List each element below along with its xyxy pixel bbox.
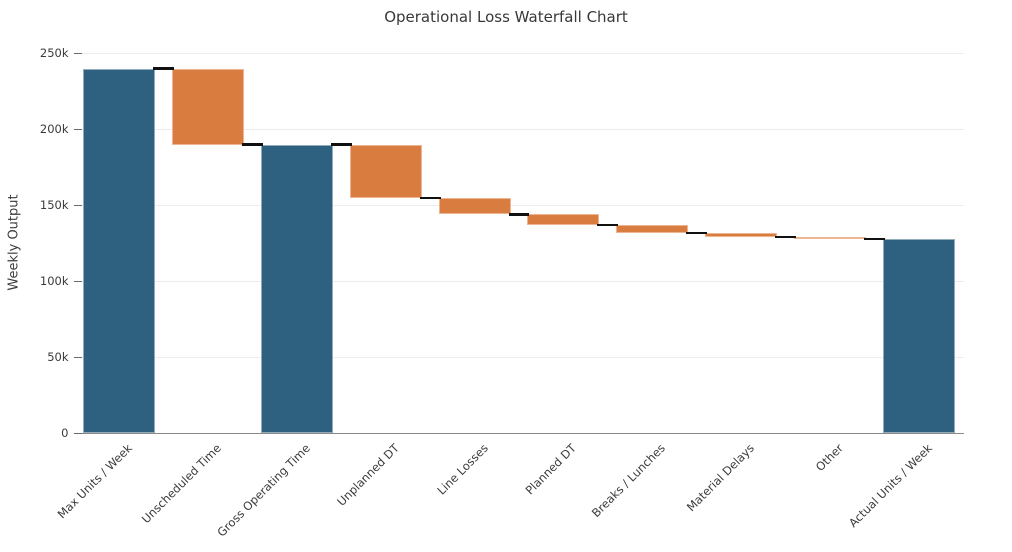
x-tick-label-max-units-week: Max Units / Week: [54, 441, 135, 522]
bar-other[interactable]: [794, 237, 867, 240]
connector-material-delays-to-other: [775, 236, 797, 239]
y-tick-mark-250k: [74, 52, 82, 55]
bar-unplanned-dt[interactable]: [349, 144, 422, 198]
y-axis-title: Weekly Output: [6, 194, 22, 291]
x-axis-line: [74, 432, 964, 434]
bar-unscheduled-time[interactable]: [171, 68, 244, 145]
connector-max-units-week-to-unscheduled-time: [152, 67, 174, 70]
chart-title: Operational Loss Waterfall Chart: [384, 8, 628, 26]
y-tick-label-0: 0: [61, 426, 69, 441]
gridline-50k: [74, 357, 964, 359]
bar-gross-operating-time[interactable]: [260, 144, 333, 434]
y-tick-label-100k: 100k: [39, 274, 69, 289]
y-tick-mark-150k: [74, 204, 82, 207]
gridline-250k: [74, 53, 964, 55]
y-tick-mark-50k: [74, 356, 82, 359]
connector-line-losses-to-planned-dt: [508, 213, 530, 216]
connector-breaks-lunches-to-material-delays: [686, 231, 708, 234]
connector-gross-operating-time-to-unplanned-dt: [330, 143, 352, 146]
bar-max-units-week[interactable]: [82, 68, 155, 434]
connector-unscheduled-time-to-gross-operating-time: [241, 143, 263, 146]
bar-actual-units-week[interactable]: [883, 238, 956, 434]
bar-line-losses[interactable]: [438, 197, 511, 215]
bar-material-delays[interactable]: [705, 232, 778, 238]
connector-planned-dt-to-breaks-lunches: [597, 223, 619, 227]
y-tick-label-50k: 50k: [47, 350, 69, 365]
y-tick-label-200k: 200k: [39, 122, 69, 137]
gridline-200k: [74, 129, 964, 131]
y-tick-mark-0: [74, 432, 82, 434]
bar-breaks-lunches[interactable]: [616, 225, 689, 233]
y-tick-mark-200k: [74, 128, 82, 131]
connector-unplanned-dt-to-line-losses: [419, 196, 441, 199]
y-tick-label-250k: 250k: [39, 46, 69, 61]
y-tick-label-150k: 150k: [39, 198, 69, 213]
connector-other-to-actual-units-week: [864, 237, 886, 240]
y-tick-mark-100k: [74, 280, 82, 283]
bar-planned-dt[interactable]: [527, 214, 600, 226]
gridline-100k: [74, 281, 964, 283]
gridline-150k: [74, 205, 964, 207]
